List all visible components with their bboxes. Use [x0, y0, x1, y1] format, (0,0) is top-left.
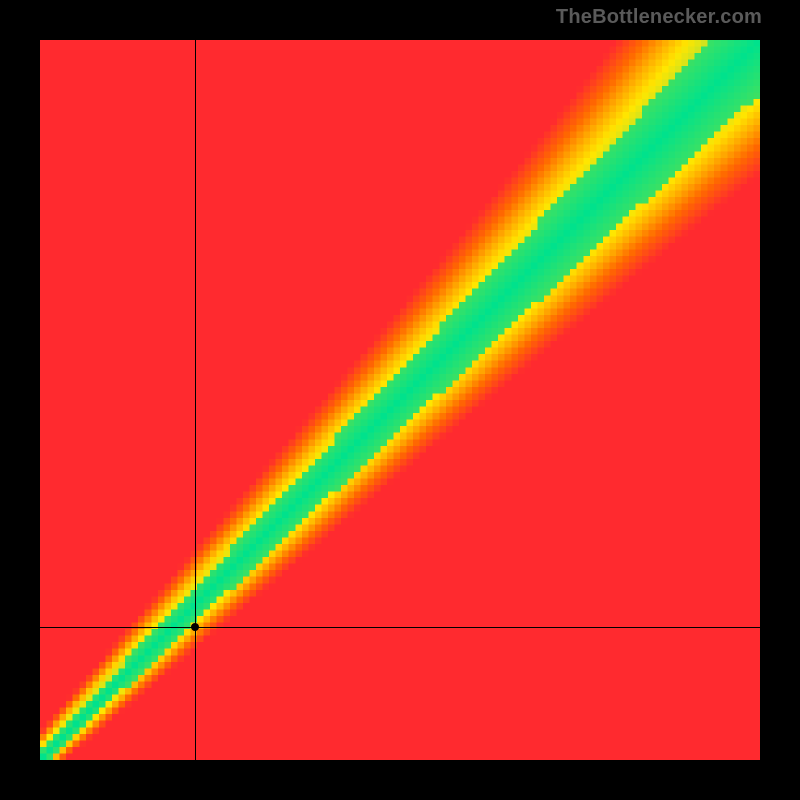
watermark-text: TheBottlenecker.com: [556, 6, 762, 29]
heatmap-canvas: [40, 40, 760, 760]
crosshair-marker-dot: [191, 623, 199, 631]
crosshair-horizontal-line: [40, 627, 760, 628]
crosshair-vertical-line: [195, 40, 196, 760]
heatmap-plot: [40, 40, 760, 760]
